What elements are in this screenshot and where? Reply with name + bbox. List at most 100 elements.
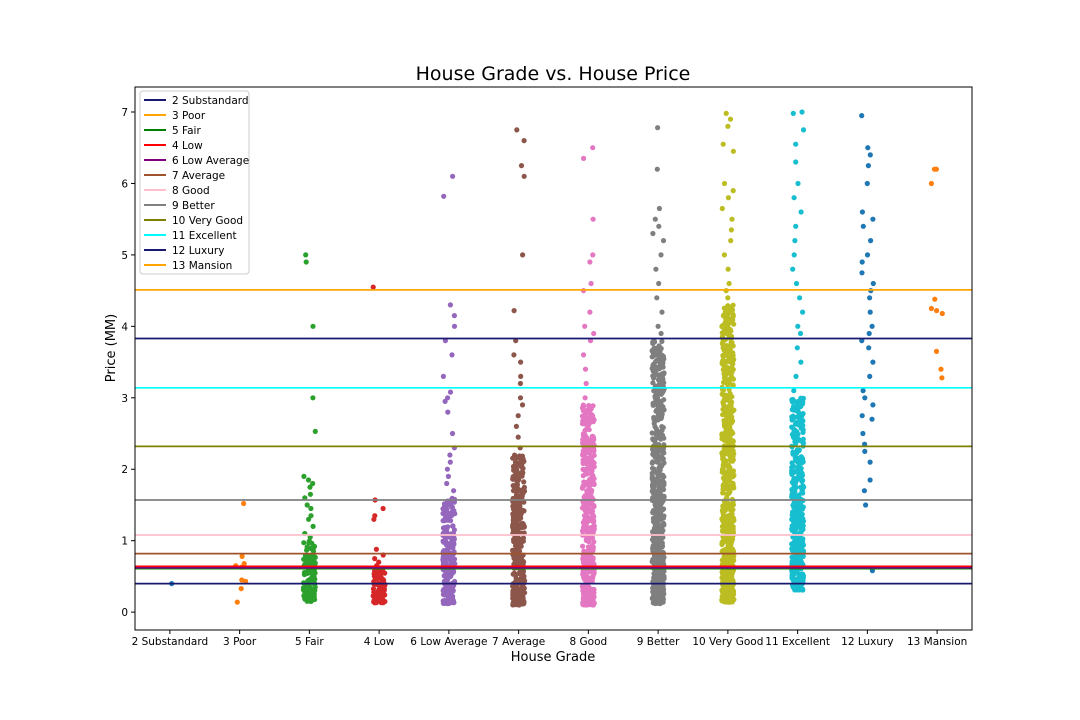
data-point (310, 523, 316, 530)
data-point (720, 475, 727, 481)
data-point (451, 323, 458, 329)
data-point (867, 373, 873, 379)
data-point (511, 352, 517, 358)
data-point (449, 352, 455, 358)
data-point (371, 594, 377, 600)
data-point (660, 238, 667, 244)
data-point (723, 317, 730, 323)
data-point (793, 420, 800, 426)
data-point (515, 434, 521, 440)
data-point (581, 554, 587, 561)
data-point (581, 548, 587, 554)
data-point (789, 568, 795, 574)
data-point (800, 553, 806, 560)
data-point (590, 433, 596, 439)
data-point (725, 419, 731, 425)
data-point (660, 456, 666, 462)
data-point (720, 518, 726, 524)
data-point (451, 313, 457, 319)
data-point (584, 514, 590, 520)
x-tick-label: 6 Low Average (410, 636, 487, 648)
data-point (928, 180, 935, 187)
data-point (581, 403, 587, 409)
data-point (443, 569, 449, 575)
data-point (928, 305, 935, 312)
data-point (793, 518, 799, 524)
data-point (656, 514, 662, 520)
strip-13-mansion (928, 166, 945, 381)
data-point (450, 173, 456, 179)
data-point (304, 590, 311, 596)
data-point (721, 418, 727, 424)
data-point (793, 456, 800, 462)
data-point (792, 439, 799, 445)
data-point (588, 470, 595, 477)
data-point (447, 459, 453, 465)
data-point (582, 395, 588, 401)
data-point (304, 502, 310, 508)
data-point (655, 125, 661, 131)
data-point (580, 519, 586, 526)
data-point (589, 524, 595, 530)
data-point (659, 463, 665, 469)
data-point (308, 505, 314, 512)
legend-entry: 12 Luxury (172, 245, 224, 257)
data-point (867, 295, 873, 301)
data-point (382, 570, 388, 576)
data-point (658, 535, 664, 541)
data-point (651, 375, 657, 381)
data-point (724, 495, 730, 501)
data-point (381, 577, 387, 583)
data-point (720, 412, 726, 418)
data-point (522, 590, 528, 596)
x-axis-label: House Grade (511, 650, 596, 665)
data-point (308, 575, 314, 582)
legend-entry: 4 Low (172, 140, 203, 152)
data-point (870, 216, 876, 222)
data-point (446, 595, 452, 601)
data-point (728, 541, 734, 548)
data-point (727, 483, 733, 490)
data-point (510, 483, 516, 489)
x-tick-label: 10 Very Good (692, 636, 763, 648)
data-point (510, 463, 517, 470)
data-point (519, 557, 525, 563)
data-point (580, 483, 586, 489)
data-point (241, 500, 247, 507)
data-point (238, 586, 244, 592)
data-point (791, 195, 797, 201)
data-point (654, 166, 660, 172)
data-point (799, 511, 805, 517)
data-point (584, 573, 590, 579)
data-point (870, 402, 876, 408)
data-point (447, 389, 454, 395)
data-point (725, 303, 731, 309)
data-point (867, 152, 873, 158)
data-point (586, 544, 593, 551)
data-point (520, 456, 526, 462)
data-point (519, 572, 525, 578)
data-point (519, 402, 526, 408)
strip-10-very-good (719, 110, 737, 605)
y-axis: 0 1 2 3 4 5 6 7 (121, 107, 135, 619)
data-point (308, 513, 314, 519)
y-tick-label: 2 (121, 464, 128, 476)
x-tick-label: 4 Low (364, 636, 395, 648)
data-point (659, 585, 666, 592)
data-point (587, 595, 593, 601)
data-point (591, 502, 597, 509)
data-point (730, 529, 737, 536)
data-point (730, 589, 736, 595)
data-point (868, 238, 874, 244)
data-point (312, 428, 318, 434)
data-point (651, 519, 658, 525)
data-point (588, 464, 594, 470)
data-point (794, 345, 800, 351)
data-point (586, 553, 592, 559)
data-point (725, 433, 731, 439)
strip-12-luxury (859, 113, 876, 574)
data-point (649, 465, 656, 471)
data-point (582, 323, 588, 329)
data-point (728, 227, 735, 233)
